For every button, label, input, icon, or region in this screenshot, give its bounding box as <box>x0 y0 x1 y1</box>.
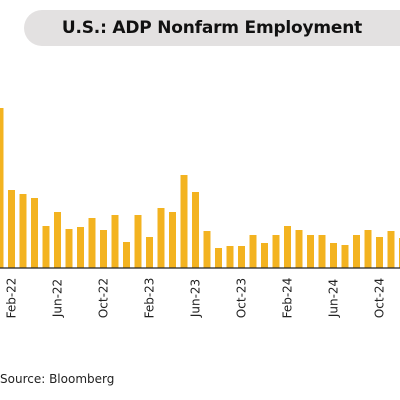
bar-Aug-23 <box>215 248 222 268</box>
x-tick-label-Oct-22: Oct-22 <box>97 278 111 318</box>
bar-Jul-23 <box>203 231 211 268</box>
x-tick-label-Oct-23: Oct-23 <box>235 278 249 318</box>
bar-Oct-22 <box>100 230 107 268</box>
bar-Apr-23 <box>169 212 176 268</box>
x-tick-label-Feb-24: Feb-24 <box>281 278 295 319</box>
bar-Jul-24 <box>341 245 349 268</box>
bar-Feb-23 <box>146 237 153 268</box>
bar-Dec-23 <box>261 243 268 268</box>
x-tick-label-Oct-24: Oct-24 <box>373 278 387 318</box>
bar-Sep-22 <box>88 218 96 268</box>
bar-Feb-22 <box>8 190 15 268</box>
x-tick-label-Jun-24: Jun-24 <box>327 279 341 318</box>
x-tick-label-Feb-23: Feb-23 <box>143 278 157 319</box>
bar-Apr-22 <box>31 198 38 268</box>
source-text: Source: Bloomberg <box>0 372 115 386</box>
bar-Mar-24 <box>295 230 303 268</box>
bar-Oct-23 <box>238 246 245 268</box>
x-tick-label-Jun-23: Jun-23 <box>189 279 203 318</box>
source-note: Source: Bloomberg <box>0 372 114 386</box>
bar-Jun-23 <box>192 192 199 268</box>
bar-Oct-24 <box>376 237 383 268</box>
x-tick-label-Feb-22: Feb-22 <box>5 278 19 319</box>
bar-Jun-24 <box>330 243 337 268</box>
bar-Nov-23 <box>249 235 257 268</box>
bar-May-24 <box>318 235 326 268</box>
bar-Jun-22 <box>54 212 61 268</box>
bar-Aug-24 <box>353 235 360 268</box>
bar-May-23 <box>180 175 188 268</box>
bar-Jul-22 <box>65 229 73 268</box>
bar-Aug-22 <box>77 227 84 268</box>
bar-Dec-22 <box>123 242 130 268</box>
bar-Sep-23 <box>226 246 234 268</box>
bar-Sep-24 <box>364 230 372 268</box>
bar-Nov-24 <box>387 231 395 268</box>
x-tick-label-Jun-22: Jun-22 <box>51 279 65 318</box>
bar-Jan-22 <box>0 108 4 268</box>
bar-Mar-23 <box>157 208 165 268</box>
bar-Mar-22 <box>19 194 27 268</box>
chart-title: U.S.: ADP Nonfarm Employment <box>61 18 363 38</box>
bar-May-22 <box>42 226 50 268</box>
bar-Feb-24 <box>284 226 291 268</box>
chart-title-pill: U.S.: ADP Nonfarm Employment <box>24 10 400 46</box>
bars-group <box>0 108 400 268</box>
x-tick-labels: Feb-22 Jun-22 Oct-22 Feb-23 Jun-23 Oct-23 Feb-… <box>5 278 387 319</box>
bar-Nov-22 <box>111 215 119 268</box>
bar-Jan-24 <box>272 235 280 268</box>
bar-Apr-24 <box>307 235 314 268</box>
bar-Jan-23 <box>134 215 142 268</box>
